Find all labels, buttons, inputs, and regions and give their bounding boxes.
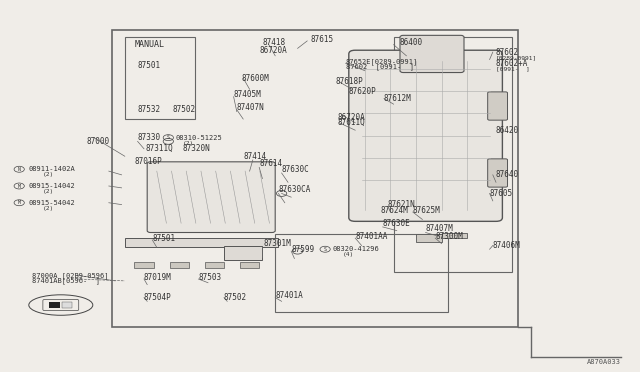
FancyBboxPatch shape xyxy=(147,162,275,232)
Text: 87414: 87414 xyxy=(243,152,266,161)
Bar xyxy=(62,302,72,308)
Text: 87614: 87614 xyxy=(259,159,282,168)
Text: 87625M: 87625M xyxy=(413,206,440,215)
Text: S: S xyxy=(324,247,326,252)
Bar xyxy=(416,234,442,242)
Text: 87407M: 87407M xyxy=(426,224,453,233)
Circle shape xyxy=(292,248,303,254)
Text: 87406M: 87406M xyxy=(493,241,520,250)
Text: 87401A: 87401A xyxy=(275,291,303,300)
Text: 08911-1402A: 08911-1402A xyxy=(29,166,76,172)
Text: 86400: 86400 xyxy=(400,38,423,47)
Text: 87016P: 87016P xyxy=(134,157,162,166)
Text: 87640: 87640 xyxy=(496,170,519,179)
Text: M: M xyxy=(18,183,20,189)
Text: 08310-51225: 08310-51225 xyxy=(176,135,223,141)
Text: 87501: 87501 xyxy=(152,234,175,243)
Text: 87502: 87502 xyxy=(173,105,196,114)
Text: 87652E[0289-0991]: 87652E[0289-0991] xyxy=(346,58,418,65)
Text: 08320-41296: 08320-41296 xyxy=(333,246,380,252)
Text: MANUAL: MANUAL xyxy=(134,40,164,49)
Text: (2): (2) xyxy=(183,141,195,146)
Text: 87405M: 87405M xyxy=(234,90,261,99)
Text: 87501: 87501 xyxy=(138,61,161,70)
Text: 87301M: 87301M xyxy=(264,239,291,248)
Bar xyxy=(112,30,518,327)
Text: 87401AA: 87401AA xyxy=(355,232,388,241)
Text: 08915-14042: 08915-14042 xyxy=(29,183,76,189)
Circle shape xyxy=(163,138,173,144)
Text: 87618P: 87618P xyxy=(336,77,364,86)
Text: 87630C: 87630C xyxy=(282,165,309,174)
Text: 87407N: 87407N xyxy=(237,103,264,112)
Text: 87620P: 87620P xyxy=(349,87,376,96)
Circle shape xyxy=(276,190,287,196)
Text: 86720A: 86720A xyxy=(338,113,365,122)
Text: (2): (2) xyxy=(43,189,54,194)
FancyBboxPatch shape xyxy=(488,159,508,187)
Text: [0991-  ]: [0991- ] xyxy=(496,66,530,71)
Text: 87418: 87418 xyxy=(262,38,285,47)
Bar xyxy=(205,262,224,268)
Text: [0289-0991]: [0289-0991] xyxy=(496,55,537,60)
Text: N: N xyxy=(18,167,20,172)
Text: 87401AB[0596-  ]: 87401AB[0596- ] xyxy=(32,278,100,284)
Text: 87602: 87602 xyxy=(496,48,519,57)
Text: 87504P: 87504P xyxy=(144,293,172,302)
Text: M: M xyxy=(18,200,20,205)
Text: 87000: 87000 xyxy=(86,137,109,146)
FancyBboxPatch shape xyxy=(400,35,464,73)
Bar xyxy=(49,302,60,308)
Text: 86720A: 86720A xyxy=(259,46,287,55)
Text: A870A033: A870A033 xyxy=(587,359,621,365)
Bar xyxy=(134,262,154,268)
Text: 87019M: 87019M xyxy=(144,273,172,282)
Text: 87000A [02B9-0596]: 87000A [02B9-0596] xyxy=(32,272,109,279)
Text: 86420: 86420 xyxy=(496,126,519,135)
Text: 87311Q: 87311Q xyxy=(146,144,173,153)
Text: 87502: 87502 xyxy=(224,293,247,302)
Text: 87612M: 87612M xyxy=(384,94,412,103)
Text: S: S xyxy=(167,135,170,140)
Text: 87605: 87605 xyxy=(490,189,513,198)
Bar xyxy=(275,234,448,312)
FancyBboxPatch shape xyxy=(488,92,508,120)
Bar xyxy=(125,238,278,247)
Bar xyxy=(442,232,467,238)
Bar xyxy=(240,262,259,268)
Text: 87600M: 87600M xyxy=(242,74,269,83)
Text: 87503: 87503 xyxy=(198,273,221,282)
Text: 87330: 87330 xyxy=(138,133,161,142)
Bar xyxy=(394,37,512,272)
Text: 87602  [0991-  ]: 87602 [0991- ] xyxy=(346,64,413,70)
Text: 87624M: 87624M xyxy=(381,206,408,215)
Text: 87611Q: 87611Q xyxy=(338,118,365,127)
Text: 87630E: 87630E xyxy=(383,219,410,228)
Text: 08915-54042: 08915-54042 xyxy=(29,200,76,206)
FancyBboxPatch shape xyxy=(349,50,502,221)
Text: 87630CA: 87630CA xyxy=(278,185,311,194)
Bar xyxy=(125,37,195,119)
Text: 87300M: 87300M xyxy=(435,232,463,241)
Text: (4): (4) xyxy=(342,252,354,257)
Text: 87599: 87599 xyxy=(291,245,314,254)
Text: (2): (2) xyxy=(43,172,54,177)
Text: 87615: 87615 xyxy=(310,35,333,44)
Bar xyxy=(170,262,189,268)
Text: 87532: 87532 xyxy=(138,105,161,114)
Text: 87602+A: 87602+A xyxy=(496,59,529,68)
Bar xyxy=(224,246,262,260)
Text: 87621N: 87621N xyxy=(387,200,415,209)
Text: 87320N: 87320N xyxy=(182,144,210,153)
Text: (2): (2) xyxy=(43,206,54,211)
